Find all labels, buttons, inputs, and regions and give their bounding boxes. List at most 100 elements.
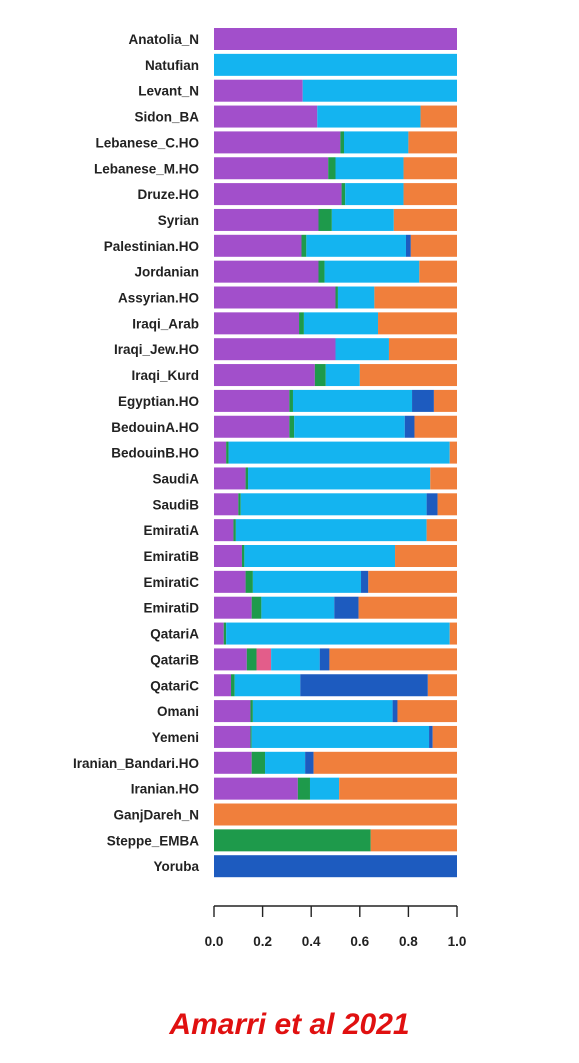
bar-segment bbox=[251, 596, 262, 619]
bar-segment bbox=[235, 519, 427, 542]
bar-segment bbox=[271, 648, 320, 671]
population-label: Iranian_Bandari.HO bbox=[73, 756, 199, 771]
bar-segment bbox=[251, 725, 430, 748]
population-label: SaudiA bbox=[152, 471, 199, 486]
population-label: Natufian bbox=[145, 58, 199, 73]
bar-segment bbox=[297, 777, 310, 800]
bar-segment bbox=[214, 596, 252, 619]
bar-segment bbox=[231, 674, 235, 697]
bar-segment bbox=[214, 648, 247, 671]
bar-segment bbox=[246, 648, 257, 671]
bar-segment bbox=[214, 183, 342, 206]
bar-segment bbox=[214, 208, 319, 231]
population-label: Iraqi_Kurd bbox=[131, 368, 199, 383]
bar-segment bbox=[214, 260, 319, 283]
bar-segment bbox=[361, 570, 369, 593]
bar-segment bbox=[228, 441, 450, 464]
bar-segment bbox=[427, 674, 457, 697]
bar-segment bbox=[214, 286, 336, 309]
population-label: Omani bbox=[157, 704, 199, 719]
bar-segment bbox=[388, 338, 457, 361]
population-label: QatariB bbox=[150, 652, 199, 667]
bar-segment bbox=[378, 312, 457, 335]
bar-segment bbox=[214, 777, 298, 800]
stacked-bars bbox=[214, 28, 457, 878]
bar-segment bbox=[214, 700, 251, 723]
bar-segment bbox=[234, 674, 301, 697]
bar-segment bbox=[214, 622, 224, 645]
bar-segment bbox=[374, 286, 457, 309]
bar-segment bbox=[214, 28, 457, 50]
bar-segment bbox=[241, 545, 245, 567]
citation-caption: Amarri et al 2021 bbox=[169, 1008, 410, 1041]
x-tick-label: 0.0 bbox=[205, 934, 224, 949]
population-label: Lebanese_C.HO bbox=[95, 135, 199, 150]
bar-segment bbox=[359, 364, 457, 387]
bar-segment bbox=[256, 648, 272, 671]
population-label: GanjDareh_N bbox=[113, 808, 199, 823]
bar-segment bbox=[251, 751, 266, 774]
bar-segment bbox=[214, 674, 232, 697]
bar-segment bbox=[292, 389, 413, 412]
bar-segment bbox=[328, 157, 336, 180]
population-label: Iraqi_Arab bbox=[132, 316, 199, 331]
bar-segment bbox=[240, 493, 427, 516]
bar-segment bbox=[261, 596, 335, 619]
population-label: Levant_N bbox=[138, 84, 199, 99]
bar-segment bbox=[250, 700, 253, 723]
bar-segment bbox=[318, 208, 332, 231]
bar-segment bbox=[214, 415, 290, 438]
bar-segment bbox=[335, 286, 338, 309]
bar-segment bbox=[337, 286, 375, 309]
x-tick-label: 0.4 bbox=[302, 934, 321, 949]
bar-segment bbox=[250, 725, 252, 748]
bar-segment bbox=[403, 157, 457, 180]
bar-segment bbox=[393, 208, 457, 231]
population-label: BedouinA.HO bbox=[111, 420, 199, 435]
bar-segment bbox=[426, 519, 457, 542]
bar-segment bbox=[405, 234, 411, 257]
bar-segment bbox=[245, 570, 253, 593]
bar-segment bbox=[306, 234, 406, 257]
bar-segment bbox=[245, 467, 249, 490]
bar-segment bbox=[226, 622, 450, 645]
bar-segment bbox=[305, 751, 314, 774]
bar-segment bbox=[214, 751, 252, 774]
bar-segment bbox=[449, 441, 457, 464]
population-label: Iranian.HO bbox=[131, 782, 199, 797]
bar-segment bbox=[214, 338, 336, 361]
population-label: QatariA bbox=[150, 627, 199, 642]
bar-segment bbox=[397, 700, 457, 723]
population-label: EmiratiD bbox=[143, 601, 199, 616]
population-label: Assyrian.HO bbox=[118, 291, 199, 306]
population-label: BedouinB.HO bbox=[111, 446, 199, 461]
population-label: Jordanian bbox=[134, 265, 199, 280]
bar-segment bbox=[345, 183, 404, 206]
bar-segment bbox=[344, 131, 409, 154]
bar-segment bbox=[214, 131, 341, 154]
x-tick-label: 0.6 bbox=[350, 934, 369, 949]
bar-segment bbox=[419, 260, 457, 283]
bar-segment bbox=[370, 829, 457, 852]
bar-segment bbox=[244, 545, 396, 567]
population-label: EmiratiC bbox=[143, 575, 199, 590]
bar-segment bbox=[404, 415, 415, 438]
population-label: Egyptian.HO bbox=[118, 394, 199, 409]
bar-segment bbox=[335, 157, 404, 180]
bar-segment bbox=[252, 570, 362, 593]
bar-segment bbox=[303, 312, 379, 335]
bar-segment bbox=[214, 467, 246, 490]
population-label: Palestinian.HO bbox=[104, 239, 199, 254]
bar-segment bbox=[392, 700, 398, 723]
bar-segment bbox=[319, 648, 330, 671]
x-tick-label: 0.2 bbox=[253, 934, 272, 949]
bar-segment bbox=[214, 519, 234, 542]
bar-segment bbox=[252, 700, 393, 723]
bar-segment bbox=[294, 415, 405, 438]
population-label: Yoruba bbox=[153, 859, 199, 874]
bar-segment bbox=[317, 105, 421, 128]
population-label: QatariC bbox=[150, 678, 199, 693]
bar-segment bbox=[426, 493, 438, 516]
bar-segment bbox=[289, 415, 295, 438]
